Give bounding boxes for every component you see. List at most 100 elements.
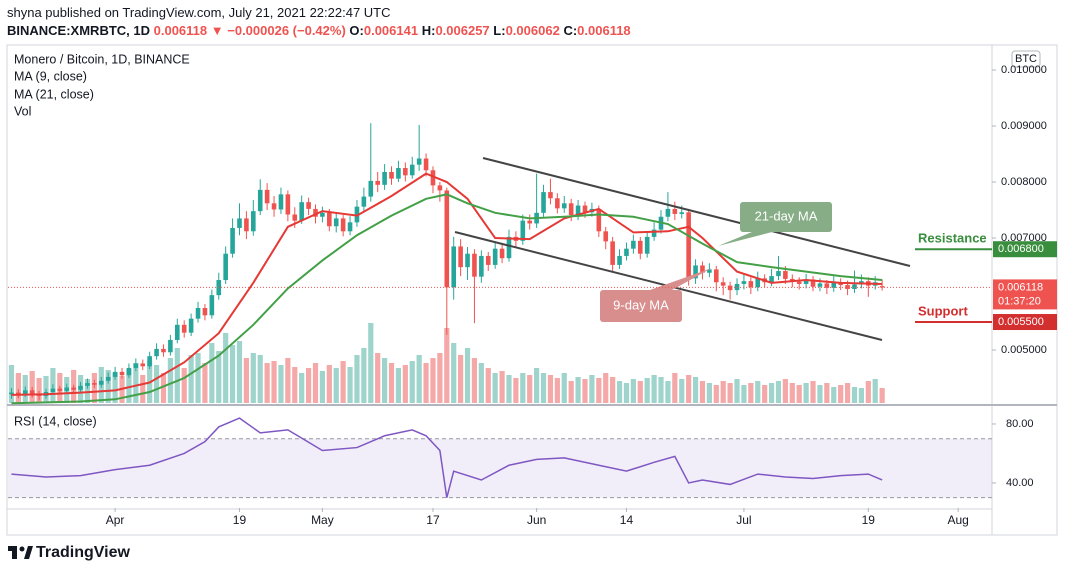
volume-bar xyxy=(858,388,864,403)
candle-body xyxy=(561,203,567,209)
y-tick-label: 0.010000 xyxy=(1001,64,1047,76)
candle-body xyxy=(479,255,484,277)
volume-bar xyxy=(126,369,132,403)
candle-body xyxy=(568,203,574,216)
x-tick-label: 17 xyxy=(426,513,440,527)
volume-bar xyxy=(243,358,249,403)
ohlc-value: 0.006141 xyxy=(363,23,419,38)
volume-bar xyxy=(851,387,858,403)
candle-body xyxy=(541,192,546,213)
volume-bar xyxy=(561,373,567,403)
volume-bar xyxy=(437,353,443,403)
candle-body xyxy=(340,218,346,232)
change: ▼ −0.000026 (−0.42%) xyxy=(210,23,346,38)
candle-body xyxy=(803,279,809,284)
candle-body xyxy=(845,285,850,289)
volume-bar xyxy=(762,385,768,403)
candle-body xyxy=(548,192,553,199)
volume-bar xyxy=(748,383,754,403)
candle-body xyxy=(292,214,298,221)
volume-bar xyxy=(451,343,457,403)
volume-bar xyxy=(153,365,160,403)
rsi-band xyxy=(8,438,992,498)
volume-bar xyxy=(84,379,91,403)
volume-bar xyxy=(616,381,623,403)
logo-part xyxy=(12,546,17,559)
candle-body xyxy=(637,240,643,254)
candle-body xyxy=(755,278,761,288)
volume-bar xyxy=(140,375,146,403)
volume-bar xyxy=(775,381,782,403)
candle-body xyxy=(85,383,90,386)
y-tick-label: 0.007000 xyxy=(1001,232,1047,244)
volume-bar xyxy=(444,328,450,403)
volume-bar xyxy=(174,348,180,403)
volume-bar xyxy=(796,385,802,403)
volume-bar xyxy=(768,383,775,403)
candle-body xyxy=(181,324,187,333)
candle-body xyxy=(506,236,512,259)
candle-body xyxy=(112,371,118,377)
candle-body xyxy=(409,164,415,176)
candle-body xyxy=(831,282,837,288)
volume-bar xyxy=(299,373,305,403)
volume-bar xyxy=(319,371,326,403)
volume-bar xyxy=(181,368,187,403)
volume-bar xyxy=(637,381,643,403)
volume-bar xyxy=(340,361,346,403)
candle-body xyxy=(306,202,311,209)
symbol: BINANCE:XMRBTC, 1D xyxy=(7,23,150,38)
volume-bar xyxy=(623,383,630,403)
candle-body xyxy=(727,285,733,291)
candle-body xyxy=(769,276,774,283)
ma-line xyxy=(11,172,883,396)
candle-body xyxy=(852,284,857,289)
candle-body xyxy=(776,271,781,277)
level-label-box xyxy=(993,241,1057,258)
volume-bar xyxy=(361,348,367,403)
candle-body xyxy=(423,158,429,171)
candle-body xyxy=(168,339,173,353)
price-label-box xyxy=(993,279,1057,310)
x-tick-label: 19 xyxy=(862,513,876,527)
volume-bar xyxy=(430,358,436,403)
volume-bar xyxy=(699,381,706,403)
volume-bar xyxy=(610,377,616,403)
candle-body xyxy=(610,241,615,265)
level-name: Resistance xyxy=(918,231,987,246)
volume-bar xyxy=(271,361,277,403)
candle-body xyxy=(161,348,166,353)
candle-body xyxy=(140,363,146,367)
candle-body xyxy=(133,363,139,368)
volume-bar xyxy=(375,353,381,403)
volume-bar xyxy=(658,377,664,403)
candle-body xyxy=(320,212,325,217)
logo-part xyxy=(19,546,25,552)
volume-bar xyxy=(36,378,42,403)
volume-bar xyxy=(382,358,388,403)
volume-bar xyxy=(554,378,560,403)
volume-bar xyxy=(734,379,740,403)
legend-entry: MA (21, close) xyxy=(14,87,94,101)
candle-body xyxy=(603,231,609,242)
candle-body xyxy=(71,387,76,390)
x-tick-label: 14 xyxy=(620,513,634,527)
volume-bar xyxy=(755,381,761,403)
volume-bar xyxy=(520,373,526,403)
volume-bar xyxy=(492,373,498,403)
candle-body xyxy=(582,205,588,213)
y-tick-label: 0.009000 xyxy=(1001,120,1047,132)
candle-body xyxy=(147,356,152,367)
candle-body xyxy=(499,248,505,259)
candle-body xyxy=(686,212,691,279)
volume-bar xyxy=(458,355,464,403)
volume-bar xyxy=(513,378,519,403)
volume-bar xyxy=(257,355,263,403)
rsi-line xyxy=(11,417,883,498)
candle-body xyxy=(555,198,560,209)
candles xyxy=(8,123,885,405)
channel-upper xyxy=(482,157,911,267)
chart-title: Monero / Bitcoin, 1D, BINANCE xyxy=(14,52,190,66)
candle-body xyxy=(257,189,263,212)
note-text: 9-day MA xyxy=(613,297,669,312)
